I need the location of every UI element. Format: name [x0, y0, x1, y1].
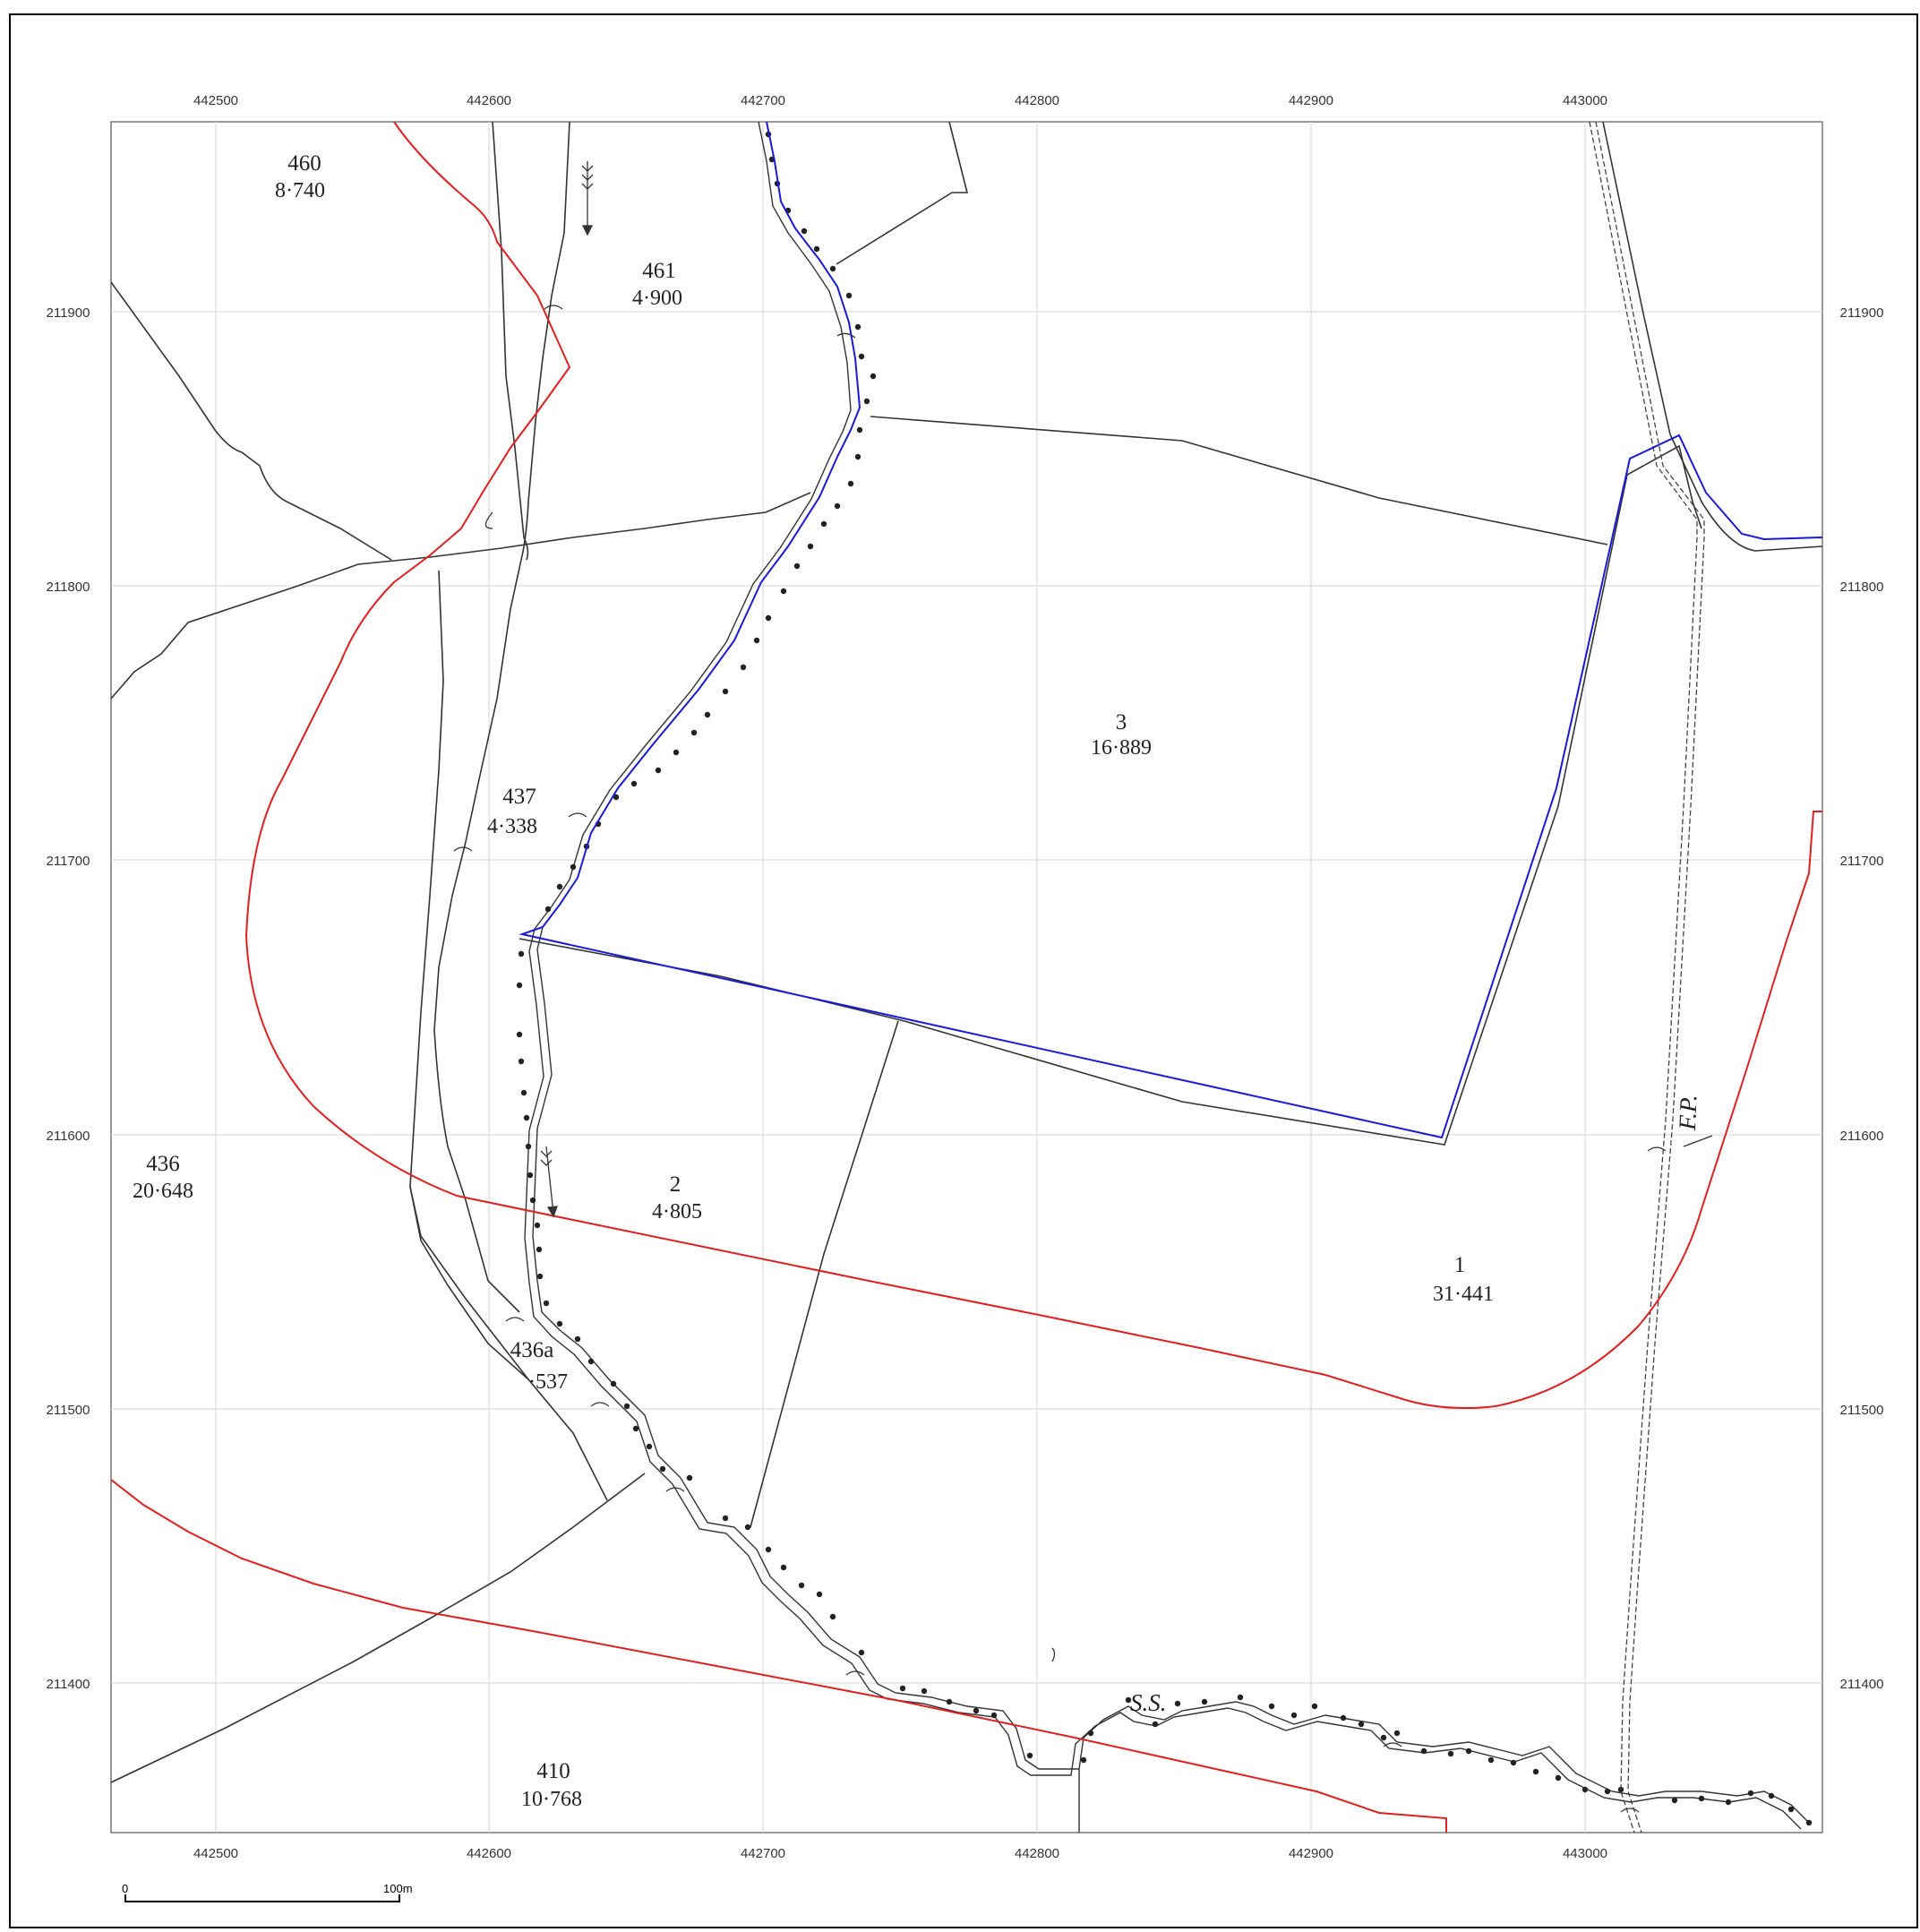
stream-bank — [532, 121, 1810, 1824]
blue-boundary-line — [519, 121, 1823, 1139]
sluice-label: S.S. — [1130, 1689, 1167, 1716]
scale-start-label: 0 — [122, 1882, 128, 1895]
y-tick-right: 211500 — [1840, 1403, 1884, 1418]
x-tick-bottom: 442700 — [741, 1846, 785, 1861]
boundary-line — [409, 570, 529, 1380]
scale-bar: 0 100m — [122, 1882, 413, 1902]
tie-mark — [590, 1402, 610, 1407]
x-tick-top: 443000 — [1563, 93, 1607, 108]
footpath-label: F.P. — [1674, 1095, 1701, 1132]
y-tick-right: 211400 — [1840, 1677, 1884, 1692]
grid-lines — [111, 122, 1822, 1833]
x-tick-bottom: 442500 — [193, 1846, 238, 1861]
y-tick-left: 211900 — [47, 305, 90, 321]
footpath — [1589, 121, 1705, 1833]
y-tick-left: 211700 — [47, 854, 90, 869]
stream-bank — [524, 121, 1802, 1830]
red-boundary-line — [110, 1479, 1447, 1833]
parcel-area: 8·740 — [275, 179, 325, 202]
y-tick-right: 211700 — [1840, 854, 1884, 869]
tie-mark — [453, 846, 473, 852]
parcel-area: 4·805 — [652, 1200, 702, 1224]
red-boundary-line — [244, 121, 1822, 1410]
boundary-line — [750, 1020, 899, 1528]
y-tick-left: 211500 — [47, 1403, 90, 1418]
parcel-area: 4·338 — [487, 815, 537, 838]
parcel-number: 460 — [287, 151, 321, 176]
parcel-area: ·537 — [528, 1370, 568, 1394]
arrow-icon — [545, 1146, 554, 1215]
tie-mark — [665, 1487, 685, 1492]
tie-mark — [1383, 1742, 1402, 1747]
boundary-line — [1602, 121, 1671, 435]
boundary-line — [870, 416, 1608, 545]
parcel-area: 31·441 — [1433, 1283, 1494, 1306]
x-tick-top: 442800 — [1015, 93, 1059, 108]
map-plot-border — [110, 121, 1823, 1833]
parcel-number: 461 — [642, 259, 676, 283]
boundary-line — [409, 1186, 608, 1501]
parcel-number: 436a — [510, 1338, 554, 1362]
parcel-area: 10·768 — [521, 1788, 582, 1811]
field-boundaries — [110, 121, 1823, 1783]
scale-end-label: 100m — [383, 1882, 413, 1895]
boundary-line — [519, 444, 1702, 1146]
arrow-icon — [581, 225, 594, 236]
y-tick-right: 211600 — [1840, 1129, 1884, 1144]
tie-mark — [544, 305, 563, 310]
parcel-area: 16·889 — [1091, 736, 1152, 760]
boundary-line — [110, 492, 811, 700]
tie-mark — [484, 511, 493, 529]
boundary-line — [110, 281, 392, 561]
boundary-line — [110, 1473, 646, 1783]
blue-site-boundary — [519, 121, 1823, 1139]
parcel-number: 1 — [1454, 1253, 1466, 1277]
x-tick-bottom: 442600 — [467, 1846, 511, 1861]
arrow-icon — [546, 1206, 558, 1218]
x-tick-top: 442700 — [741, 93, 785, 108]
x-tick-bottom: 442900 — [1289, 1846, 1333, 1861]
x-tick-bottom: 442800 — [1015, 1846, 1059, 1861]
y-tick-left: 211800 — [47, 580, 90, 595]
tie-mark — [845, 1670, 865, 1676]
y-tick-right: 211800 — [1840, 580, 1884, 595]
boundary-line — [1669, 434, 1823, 552]
x-tick-bottom: 443000 — [1563, 1846, 1607, 1861]
tie-mark — [568, 812, 587, 818]
map-frame — [9, 13, 1918, 1928]
tie-mark — [1051, 1647, 1056, 1662]
x-tick-top: 442500 — [193, 93, 238, 108]
x-tick-top: 442600 — [467, 93, 511, 108]
tie-mark — [1620, 1807, 1640, 1813]
parcel-number: 410 — [536, 1759, 570, 1783]
arrow-icon — [581, 165, 594, 190]
y-tick-left: 211600 — [47, 1129, 90, 1144]
parcel-area: 20·648 — [133, 1180, 193, 1203]
direction-arrows — [540, 161, 594, 1218]
parcel-number: 3 — [1116, 710, 1127, 734]
x-tick-top: 442900 — [1289, 93, 1333, 108]
tie-mark — [836, 332, 856, 339]
boundary-line — [433, 121, 570, 1313]
red-boundary — [110, 121, 1822, 1833]
arrow-icon — [540, 1150, 553, 1166]
tie-symbols — [453, 305, 1713, 1813]
y-tick-left: 211400 — [47, 1677, 90, 1692]
parcel-number: 2 — [670, 1172, 681, 1197]
parcel-number: 437 — [502, 785, 536, 809]
hedge-dots — [516, 131, 1813, 1826]
parcel-area: 4·900 — [632, 287, 682, 310]
parcel-number: 436 — [146, 1152, 180, 1176]
tie-mark — [1683, 1135, 1713, 1147]
y-tick-right: 211900 — [1840, 305, 1884, 321]
tie-mark — [505, 1317, 525, 1322]
tie-mark — [1647, 1146, 1667, 1152]
boundary-line — [492, 121, 529, 561]
boundary-line — [836, 121, 969, 265]
